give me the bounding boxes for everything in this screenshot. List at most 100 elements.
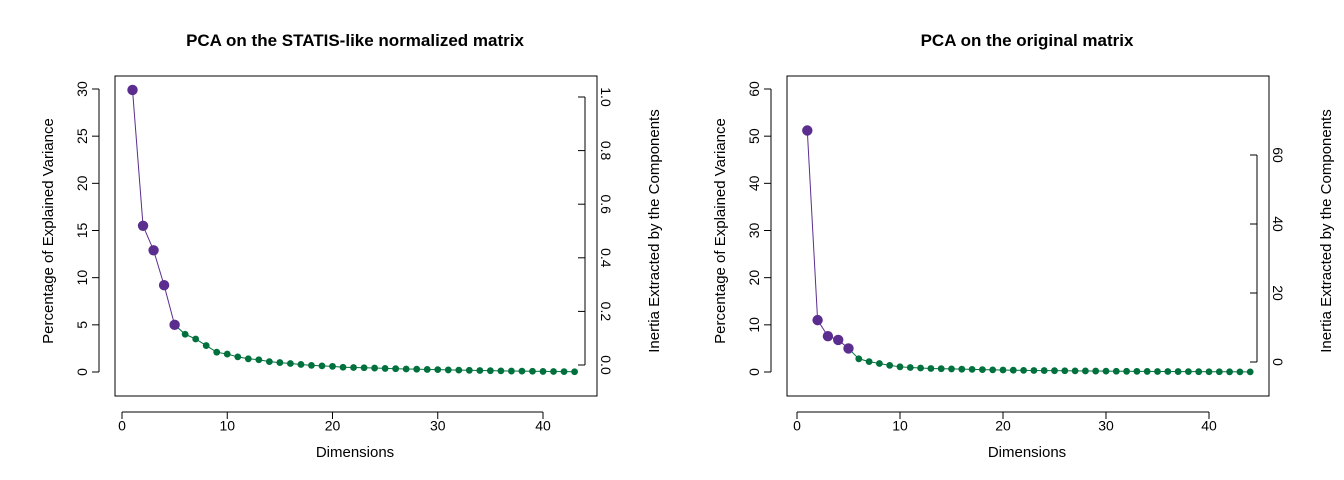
data-point-highlight — [822, 330, 834, 342]
data-point — [550, 368, 557, 375]
y-axis-label: Percentage of Explained Variance — [40, 118, 57, 344]
data-point — [529, 367, 536, 375]
data-point — [1102, 367, 1110, 375]
x-tick-label: 30 — [1098, 417, 1114, 433]
data-point — [308, 361, 315, 369]
y2-tick-label: 0.0 — [598, 355, 614, 375]
data-point — [1205, 368, 1213, 376]
y-axis: 0 5 10 15 20 25 30 — [74, 81, 100, 376]
data-point-highlight — [169, 319, 180, 331]
y-axis-label: Percentage of Explained Variance — [712, 118, 729, 344]
y2-axis: 0.0 0.2 0.4 0.6 0.8 1.0 — [578, 87, 614, 375]
data-point — [917, 364, 924, 372]
data-point — [508, 367, 515, 375]
data-point — [434, 366, 442, 374]
x-tick-label: 40 — [1201, 417, 1217, 433]
data-point — [381, 365, 389, 372]
data-point — [1236, 368, 1244, 376]
data-point — [948, 365, 955, 373]
data-point — [968, 366, 976, 373]
data-point — [1246, 368, 1254, 376]
x-tick-label: 10 — [219, 417, 235, 433]
data-point — [1009, 366, 1017, 374]
data-point — [927, 365, 935, 372]
data-point — [265, 358, 273, 366]
data-point — [1174, 368, 1182, 375]
data-point-highlight — [802, 125, 813, 136]
y2-tick-label: 0.4 — [598, 248, 614, 268]
data-point — [1061, 367, 1069, 375]
data-point — [255, 356, 263, 364]
data-point — [350, 364, 357, 371]
y-tick-label: 30 — [74, 81, 90, 97]
y2-axis: 0 20 40 60 — [1250, 147, 1286, 366]
data-point — [571, 368, 578, 376]
data-point — [958, 365, 966, 373]
y2-tick-label: 1.0 — [598, 87, 614, 107]
plot-frame — [786, 75, 1270, 397]
data-point — [1195, 368, 1203, 376]
data-point — [1154, 368, 1161, 375]
y-tick-label: 30 — [746, 223, 762, 239]
x-tick-label: 20 — [995, 417, 1011, 433]
data-point — [1112, 367, 1120, 375]
series-line-highlight — [806, 130, 849, 349]
data-point — [865, 358, 873, 366]
data-point — [539, 368, 547, 375]
y2-tick-label: 0 — [1270, 358, 1286, 366]
y2-axis-label: Inertia Extracted by the Components — [1318, 109, 1335, 352]
data-point — [476, 367, 484, 374]
data-point — [413, 365, 421, 373]
data-point — [1164, 368, 1172, 375]
data-point — [455, 366, 463, 374]
data-point — [876, 360, 883, 367]
data-point-highlight — [843, 343, 854, 354]
x-tick-label: 10 — [892, 417, 908, 433]
data-point — [1143, 368, 1151, 375]
y-tick-label: 25 — [74, 128, 90, 144]
x-tick-label: 0 — [793, 417, 801, 433]
data-point — [202, 342, 210, 349]
chart-panel-right: PCA on the original matrix Dimensions Pe… — [712, 31, 1335, 461]
x-axis-label: Dimensions — [316, 444, 394, 461]
data-point-highlight — [812, 314, 823, 326]
y-tick-label: 10 — [746, 317, 762, 333]
series-explained-variance — [802, 125, 1254, 376]
data-point — [989, 366, 997, 374]
data-point — [244, 355, 252, 363]
data-point — [329, 362, 336, 370]
data-point-highlight — [158, 280, 170, 291]
data-point — [518, 367, 526, 375]
data-point — [234, 353, 242, 361]
data-point — [1082, 367, 1089, 375]
data-point — [1020, 366, 1027, 374]
data-point — [979, 366, 986, 374]
data-point-highlight — [833, 334, 844, 346]
data-point — [360, 364, 368, 372]
data-point — [287, 360, 294, 367]
data-point — [276, 359, 284, 366]
data-point — [213, 348, 221, 356]
data-point — [1030, 367, 1038, 374]
y2-axis-label: Inertia Extracted by the Components — [646, 109, 663, 352]
series-line-highlight — [132, 89, 176, 325]
x-tick-label: 0 — [118, 417, 126, 433]
data-point — [896, 363, 904, 371]
data-point — [423, 366, 431, 373]
data-point — [1123, 367, 1130, 375]
data-point — [1133, 367, 1141, 375]
x-axis: 0 10 20 30 40 — [793, 411, 1217, 433]
data-point-highlight — [148, 245, 159, 256]
data-point — [906, 364, 914, 371]
data-point — [486, 367, 494, 375]
data-point — [339, 363, 347, 371]
y2-tick-label: 20 — [1270, 285, 1286, 301]
data-point — [192, 335, 200, 343]
y-tick-label: 40 — [746, 175, 762, 191]
y2-tick-label: 0.2 — [598, 302, 614, 322]
data-point — [886, 361, 894, 369]
x-tick-label: 30 — [430, 417, 446, 433]
data-point — [1051, 367, 1058, 375]
data-point — [999, 366, 1007, 374]
y2-tick-label: 0.6 — [598, 194, 614, 214]
